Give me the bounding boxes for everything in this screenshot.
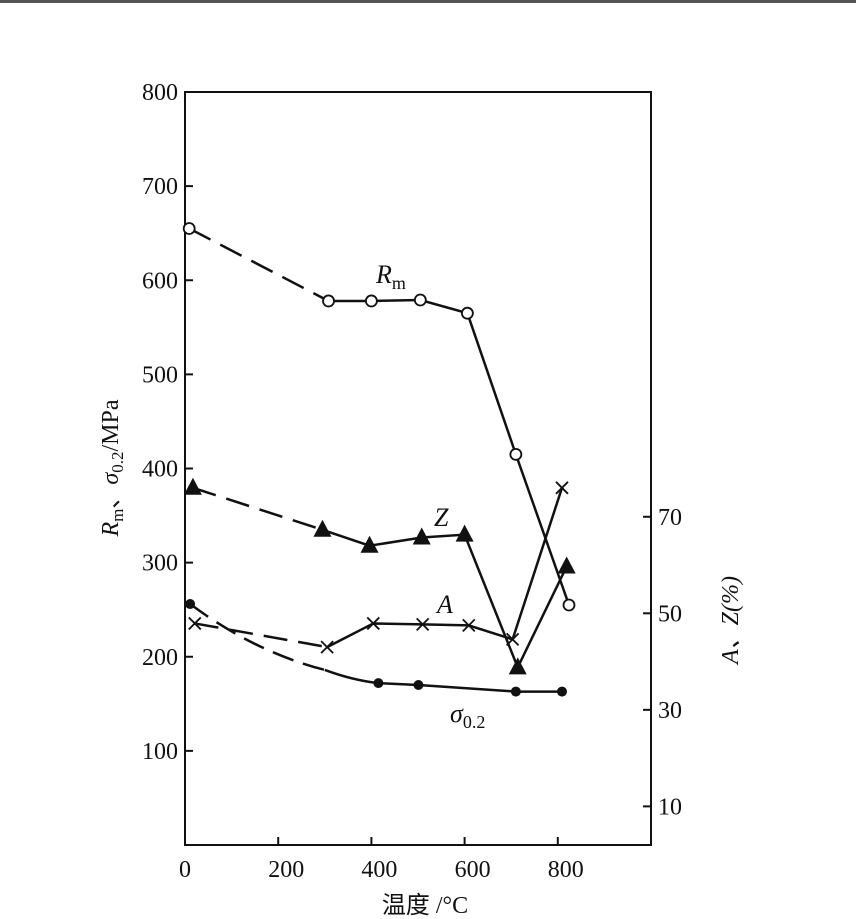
data-point-a bbox=[320, 640, 334, 654]
data-point-sigma bbox=[556, 686, 567, 697]
series-line-dashed bbox=[189, 603, 326, 672]
data-point-z bbox=[183, 477, 202, 495]
plot-area: Rm Z Aσ0.2 bbox=[182, 222, 576, 732]
x-tick-label: 200 bbox=[268, 857, 304, 883]
x-tick-label: 800 bbox=[548, 857, 584, 883]
series-label: Rm bbox=[375, 260, 406, 293]
plot-frame bbox=[184, 91, 652, 846]
series-line-solid bbox=[326, 487, 564, 649]
data-point-rm bbox=[460, 306, 474, 320]
y-axis-label: Rm、σ0.2/MPa bbox=[98, 399, 127, 537]
y2-axis-label: A、Z(%) bbox=[718, 576, 744, 666]
y2-tick-label: 30 bbox=[658, 698, 682, 724]
data-point-a bbox=[416, 617, 430, 632]
top-border bbox=[0, 0, 856, 3]
y-tick-label: 500 bbox=[142, 362, 178, 388]
data-point-sigma bbox=[373, 678, 384, 689]
data-point-sigma bbox=[413, 679, 424, 690]
y-tick-label: 200 bbox=[142, 645, 178, 671]
x-tick-label: 600 bbox=[455, 857, 491, 883]
y-tick-label: 800 bbox=[142, 80, 178, 106]
axes: 0 200 400 600 800 100 200 300 400 500 600 700 800 10 3… bbox=[142, 80, 682, 883]
data-point-z bbox=[557, 556, 576, 574]
y-tick-label: 600 bbox=[142, 268, 178, 294]
data-point-a bbox=[505, 632, 520, 647]
data-point-a bbox=[462, 618, 476, 633]
data-point-z bbox=[313, 519, 332, 537]
series-line-solid bbox=[328, 298, 571, 606]
y-tick-label: 100 bbox=[142, 739, 178, 765]
y-tick-label: 700 bbox=[142, 174, 178, 200]
data-point-z bbox=[360, 535, 379, 553]
data-point-sigma bbox=[185, 599, 196, 610]
y-tick-label: 400 bbox=[142, 457, 178, 483]
data-point-rm bbox=[322, 294, 335, 308]
data-point-rm bbox=[413, 293, 427, 307]
series-line-solid bbox=[322, 528, 568, 671]
x-tick-label: 400 bbox=[361, 857, 397, 883]
x-axis-label: 温度 /°C bbox=[382, 892, 468, 919]
data-point-rm bbox=[509, 447, 523, 461]
series-label: Z bbox=[434, 503, 449, 532]
data-point-rm bbox=[182, 222, 196, 235]
series-label: A bbox=[435, 590, 453, 619]
y-tick-label: 300 bbox=[142, 551, 178, 577]
data-point-z bbox=[508, 657, 527, 675]
data-point-a bbox=[366, 616, 380, 631]
x-tick-label: 0 bbox=[179, 857, 191, 883]
series-line-dashed bbox=[192, 486, 323, 531]
data-point-rm bbox=[364, 294, 378, 308]
data-point-sigma bbox=[510, 686, 521, 697]
data-point-z bbox=[412, 527, 431, 545]
data-point-a bbox=[555, 481, 569, 495]
series-line-dashed bbox=[194, 622, 328, 649]
series-line-dashed bbox=[188, 227, 330, 303]
data-point-rm bbox=[562, 598, 576, 612]
series-line-solid bbox=[324, 668, 562, 693]
data-point-a bbox=[188, 616, 202, 631]
y2-tick-label: 10 bbox=[658, 794, 682, 820]
y2-tick-label: 70 bbox=[658, 505, 682, 531]
y2-tick-label: 50 bbox=[658, 601, 682, 627]
data-point-z bbox=[455, 524, 474, 542]
series-label: σ0.2 bbox=[450, 699, 485, 732]
